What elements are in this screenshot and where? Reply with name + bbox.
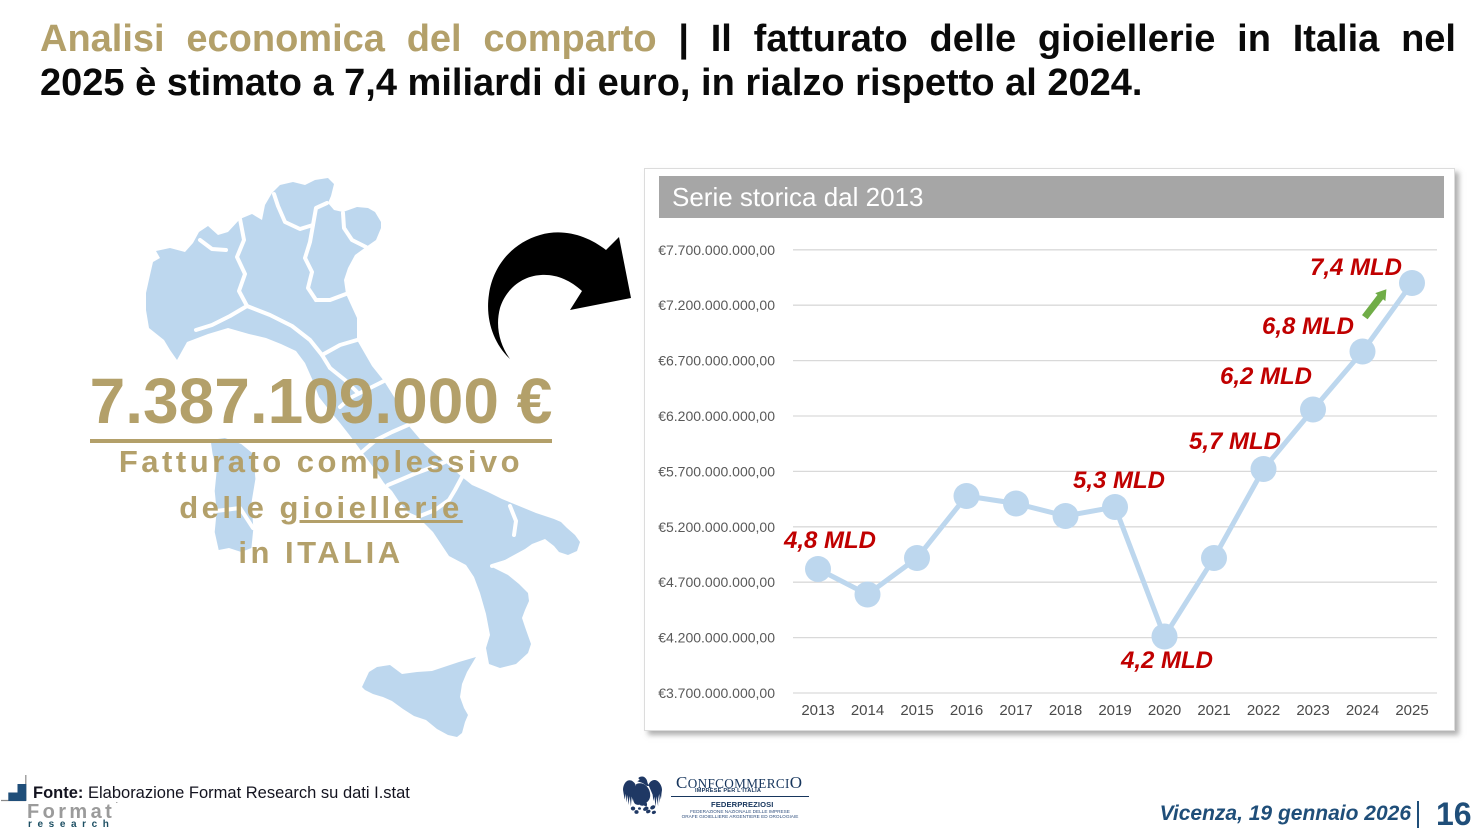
svg-text:2017: 2017: [999, 702, 1032, 719]
svg-text:€7.200.000.000,00: €7.200.000.000,00: [658, 297, 775, 313]
svg-text:€4.200.000.000,00: €4.200.000.000,00: [658, 630, 775, 646]
svg-text:2016: 2016: [950, 702, 983, 719]
svg-text:2023: 2023: [1296, 702, 1329, 719]
svg-text:2022: 2022: [1247, 702, 1280, 719]
svg-text:2018: 2018: [1049, 702, 1082, 719]
svg-text:€6.700.000.000,00: €6.700.000.000,00: [658, 353, 775, 369]
svg-text:6,2 MLD: 6,2 MLD: [1220, 363, 1312, 390]
svg-text:€5.700.000.000,00: €5.700.000.000,00: [658, 463, 775, 479]
svg-text:€6.200.000.000,00: €6.200.000.000,00: [658, 408, 775, 424]
svg-text:2021: 2021: [1197, 702, 1230, 719]
svg-text:5,7 MLD: 5,7 MLD: [1189, 428, 1281, 455]
svg-text:2015: 2015: [900, 702, 933, 719]
svg-text:4,8 MLD: 4,8 MLD: [783, 527, 876, 554]
svg-text:€4.700.000.000,00: €4.700.000.000,00: [658, 574, 775, 590]
svg-text:2020: 2020: [1148, 702, 1181, 719]
svg-text:7,4 MLD: 7,4 MLD: [1310, 254, 1402, 281]
svg-text:5,3 MLD: 5,3 MLD: [1073, 467, 1165, 494]
svg-text:€7.700.000.000,00: €7.700.000.000,00: [658, 242, 775, 258]
svg-text:6,8 MLD: 6,8 MLD: [1262, 313, 1354, 340]
svg-text:2014: 2014: [851, 702, 884, 719]
svg-text:2013: 2013: [801, 702, 834, 719]
svg-text:4,2 MLD: 4,2 MLD: [1120, 647, 1213, 674]
svg-text:2025: 2025: [1395, 702, 1428, 719]
svg-text:2024: 2024: [1346, 702, 1379, 719]
svg-text:2019: 2019: [1098, 702, 1131, 719]
svg-text:€3.700.000.000,00: €3.700.000.000,00: [658, 685, 775, 701]
svg-text:€5.200.000.000,00: €5.200.000.000,00: [658, 519, 775, 535]
